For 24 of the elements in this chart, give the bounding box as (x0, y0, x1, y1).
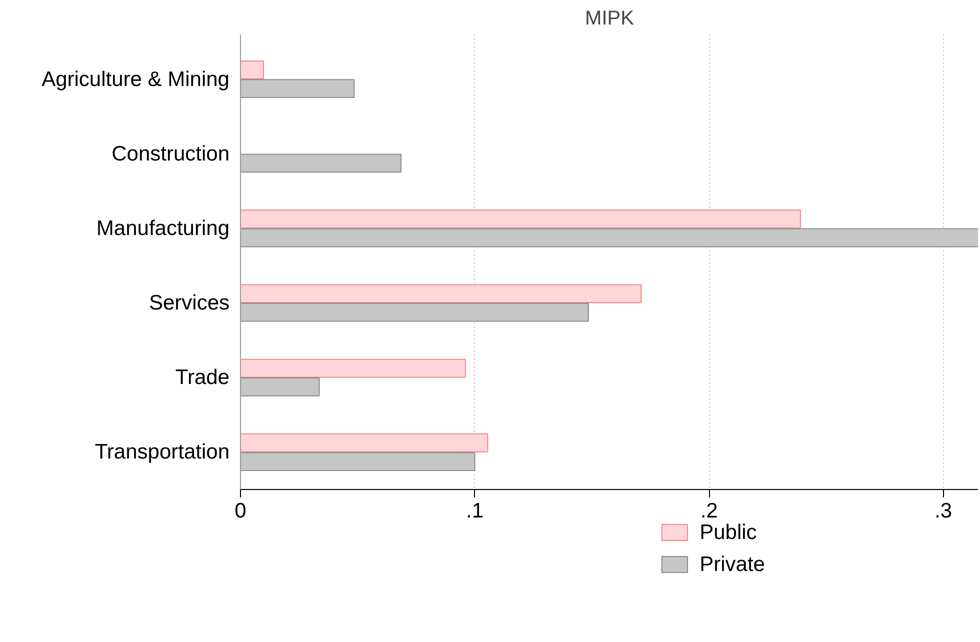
x-tick-label: .1 (466, 500, 484, 522)
bar (240, 358, 466, 378)
bar (240, 228, 978, 248)
bar (240, 284, 642, 304)
x-tick-label: .3 (934, 500, 952, 522)
bar (240, 154, 402, 173)
x-tick-label: 0 (234, 500, 246, 522)
chart-title: MIPK (585, 8, 635, 30)
y-tick-label: Transportation (94, 440, 230, 464)
y-tick-label: Trade (175, 366, 230, 390)
y-tick-label: Construction (112, 142, 230, 166)
y-tick-label: Manufacturing (96, 216, 230, 240)
legend-label: Private (700, 553, 765, 576)
y-tick-label: Agriculture & Mining (42, 68, 230, 91)
bar (240, 377, 320, 396)
bar (240, 452, 476, 471)
y-tick-label: Services (148, 292, 230, 315)
bar (240, 79, 355, 98)
x-tick-label: .2 (700, 500, 718, 522)
bar (240, 210, 801, 229)
bar (240, 60, 264, 80)
bar (240, 302, 589, 322)
legend-label: Public (700, 521, 757, 544)
bar (240, 433, 488, 452)
